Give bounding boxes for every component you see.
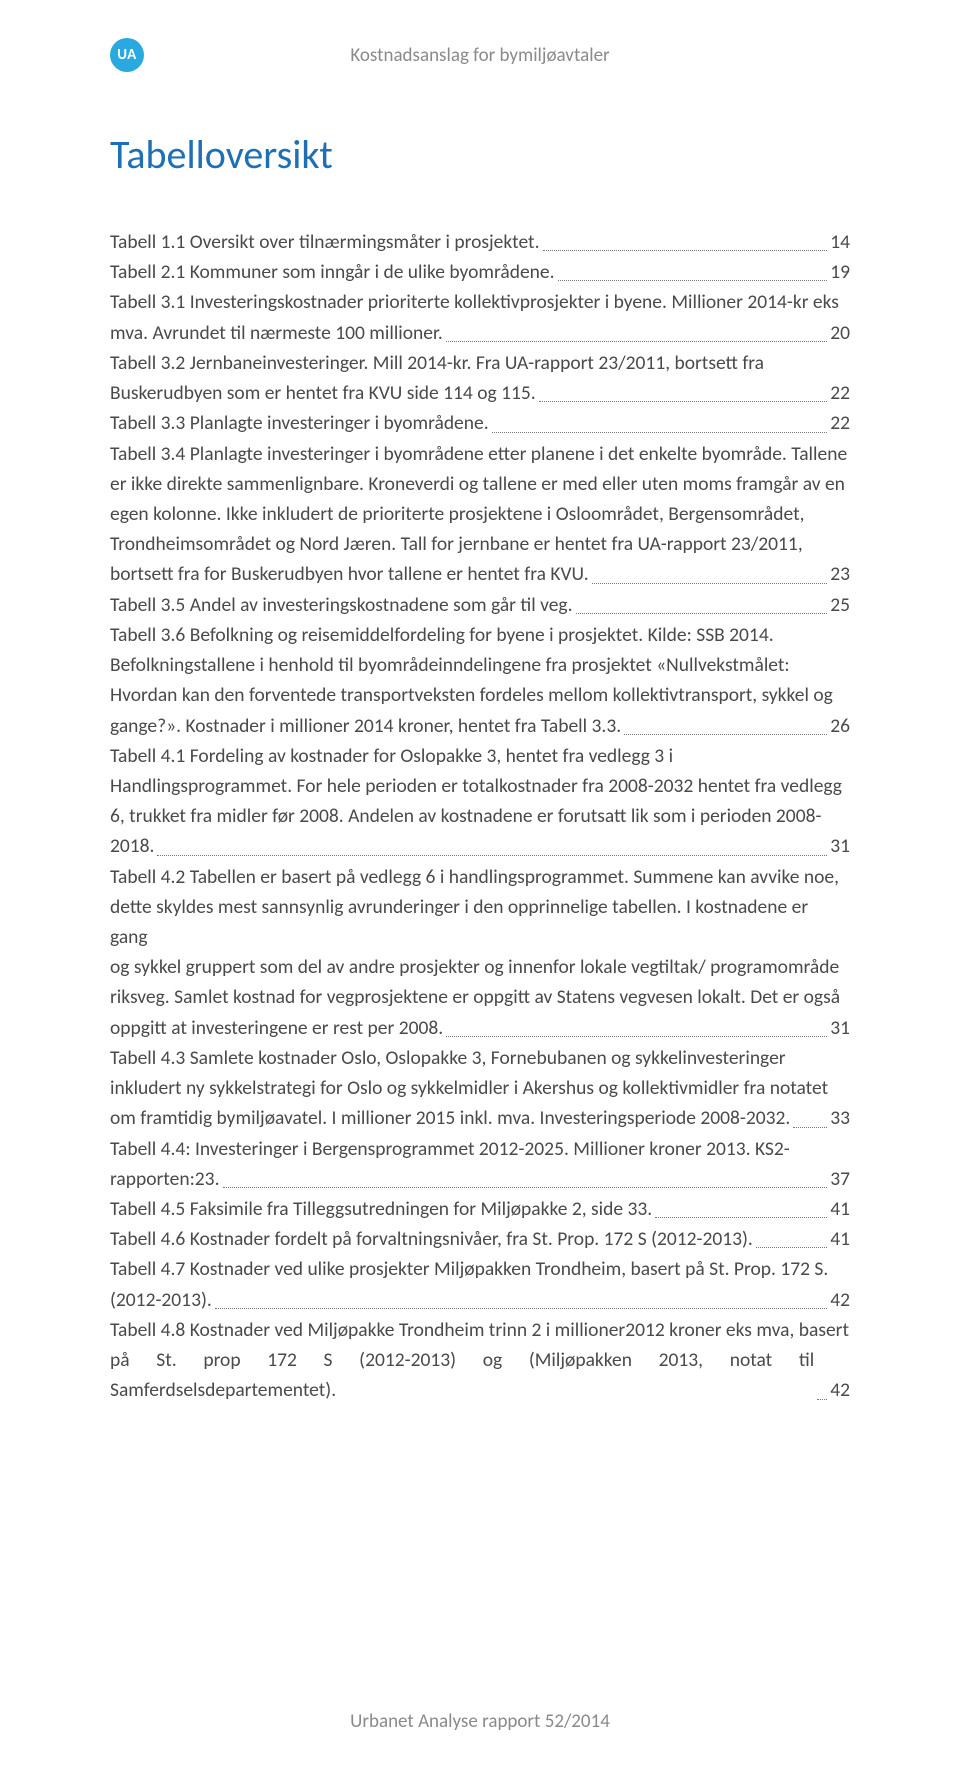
page-header: UA Kostnadsanslag for bymiljøavtaler [110,38,850,72]
toc-leader [756,1246,827,1248]
toc-entry: Tabell 3.3 Planlagte investeringer i byo… [110,408,850,438]
toc-leader [543,249,828,251]
toc-entry-text: på St. prop 172 S (2012-2013) og (Miljøp… [110,1345,814,1405]
toc-entry-text: bortsett fra for Buskerudbyen hvor talle… [110,559,589,589]
toc-entry: Tabell 4.5 Faksimile fra Tilleggsutredni… [110,1194,850,1224]
toc-entry-text: Tabell 2.1 Kommuner som inngår i de ulik… [110,257,555,287]
toc-leader [446,1035,827,1037]
table-of-contents: Tabell 1.1 Oversikt over tilnærmingsmåte… [110,227,850,1406]
toc-entry: 2018. 31 [110,831,850,861]
toc-entry: gange?». Kostnader i millioner 2014 kron… [110,711,850,741]
toc-entry-line: 6, trukket fra midler før 2008. Andelen … [110,801,850,831]
toc-leader [223,1186,828,1188]
toc-entry-text: gange?». Kostnader i millioner 2014 kron… [110,711,621,741]
toc-entry-text: oppgitt at investeringene er rest per 20… [110,1013,443,1043]
document-page: UA Kostnadsanslag for bymiljøavtaler Tab… [0,0,960,1785]
toc-page-number: 20 [830,318,850,348]
toc-entry: om framtidig bymiljøavatel. I millioner … [110,1103,850,1133]
toc-entry-line: Trondheimsområdet og Nord Jæren. Tall fo… [110,529,850,559]
header-title: Kostnadsanslag for bymiljøavtaler [110,44,850,67]
toc-page-number: 25 [830,590,850,620]
toc-leader [492,431,828,433]
toc-entry: Tabell 2.1 Kommuner som inngår i de ulik… [110,257,850,287]
toc-page-number: 37 [830,1164,850,1194]
toc-entry: Tabell 4.6 Kostnader fordelt på forvaltn… [110,1224,850,1254]
toc-entry: bortsett fra for Buskerudbyen hvor talle… [110,559,850,589]
toc-leader [817,1398,827,1400]
toc-entry-text: Tabell 3.5 Andel av investeringskostnade… [110,590,573,620]
toc-entry-text: Tabell 4.6 Kostnader fordelt på forvaltn… [110,1224,753,1254]
toc-entry-text: Tabell 4.5 Faksimile fra Tilleggsutredni… [110,1194,652,1224]
toc-entry: rapporten:23. 37 [110,1164,850,1194]
toc-entry-text: (2012-2013). [110,1285,212,1315]
toc-entry-line: Tabell 3.4 Planlagte investeringer i byo… [110,439,850,469]
toc-entry-line: dette skyldes mest sannsynlig avrunderin… [110,892,850,952]
toc-entry-text: 2018. [110,831,154,861]
toc-entry-line: Tabell 4.7 Kostnader ved ulike prosjekte… [110,1254,850,1284]
toc-leader [558,279,828,281]
toc-entry: på St. prop 172 S (2012-2013) og (Miljøp… [110,1345,850,1405]
toc-entry-text: rapporten:23. [110,1164,220,1194]
toc-entry: Tabell 1.1 Oversikt over tilnærmingsmåte… [110,227,850,257]
toc-leader [215,1307,827,1309]
toc-page-number: 41 [830,1194,850,1224]
toc-entry-text: om framtidig bymiljøavatel. I millioner … [110,1103,790,1133]
toc-page-number: 33 [830,1103,850,1133]
toc-leader [655,1216,827,1218]
toc-entry: Buskerudbyen som er hentet fra KVU side … [110,378,850,408]
toc-leader [539,400,828,402]
toc-leader [576,612,828,614]
toc-entry-text: Tabell 3.3 Planlagte investeringer i byo… [110,408,489,438]
toc-entry: mva. Avrundet til nærmeste 100 millioner… [110,318,850,348]
toc-entry-line: Tabell 4.1 Fordeling av kostnader for Os… [110,741,850,771]
toc-leader [793,1126,827,1128]
toc-entry-text: Buskerudbyen som er hentet fra KVU side … [110,378,536,408]
toc-page-number: 41 [830,1224,850,1254]
toc-page-number: 42 [830,1375,850,1405]
toc-entry-line: egen kolonne. Ikke inkludert de priorite… [110,499,850,529]
toc-entry-line: Tabell 4.3 Samlete kostnader Oslo, Oslop… [110,1043,850,1073]
toc-leader [446,340,827,342]
toc-entry-line: riksveg. Samlet kostnad for vegprosjekte… [110,982,850,1012]
toc-page-number: 22 [830,408,850,438]
toc-page-number: 42 [830,1285,850,1315]
toc-entry: oppgitt at investeringene er rest per 20… [110,1013,850,1043]
toc-entry-line: Hvordan kan den forventede transportveks… [110,680,850,710]
toc-page-number: 26 [830,711,850,741]
toc-leader [624,733,827,735]
section-title: Tabelloversikt [110,130,850,179]
toc-entry: (2012-2013). 42 [110,1285,850,1315]
toc-entry-line: Befolkningstallene i henhold til byområd… [110,650,850,680]
toc-page-number: 22 [830,378,850,408]
toc-leader [592,582,828,584]
toc-entry-text: mva. Avrundet til nærmeste 100 millioner… [110,318,443,348]
toc-entry-line: og sykkel gruppert som del av andre pros… [110,952,850,982]
toc-entry-line: Tabell 4.8 Kostnader ved Miljøpakke Tron… [110,1315,850,1345]
toc-entry-line: Tabell 4.2 Tabellen er basert på vedlegg… [110,862,850,892]
toc-page-number: 14 [830,227,850,257]
toc-entry-text: Tabell 1.1 Oversikt over tilnærmingsmåte… [110,227,540,257]
toc-page-number: 19 [830,257,850,287]
toc-entry-line: Tabell 4.4: Investeringer i Bergensprogr… [110,1134,850,1164]
toc-entry: Tabell 3.5 Andel av investeringskostnade… [110,590,850,620]
toc-page-number: 31 [830,1013,850,1043]
toc-entry-line: Tabell 3.1 Investeringskostnader priorit… [110,287,850,317]
toc-entry-line: inkludert ny sykkelstrategi for Oslo og … [110,1073,850,1103]
toc-leader [157,854,827,856]
toc-entry-line: Tabell 3.6 Befolkning og reisemiddelford… [110,620,850,650]
toc-entry-line: er ikke direkte sammenlignbare. Kronever… [110,469,850,499]
toc-page-number: 31 [830,831,850,861]
toc-entry-line: Tabell 3.2 Jernbaneinvesteringer. Mill 2… [110,348,850,378]
toc-entry-line: Handlingsprogrammet. For hele perioden e… [110,771,850,801]
page-footer: Urbanet Analyse rapport 52/2014 [0,1710,960,1733]
toc-page-number: 23 [830,559,850,589]
